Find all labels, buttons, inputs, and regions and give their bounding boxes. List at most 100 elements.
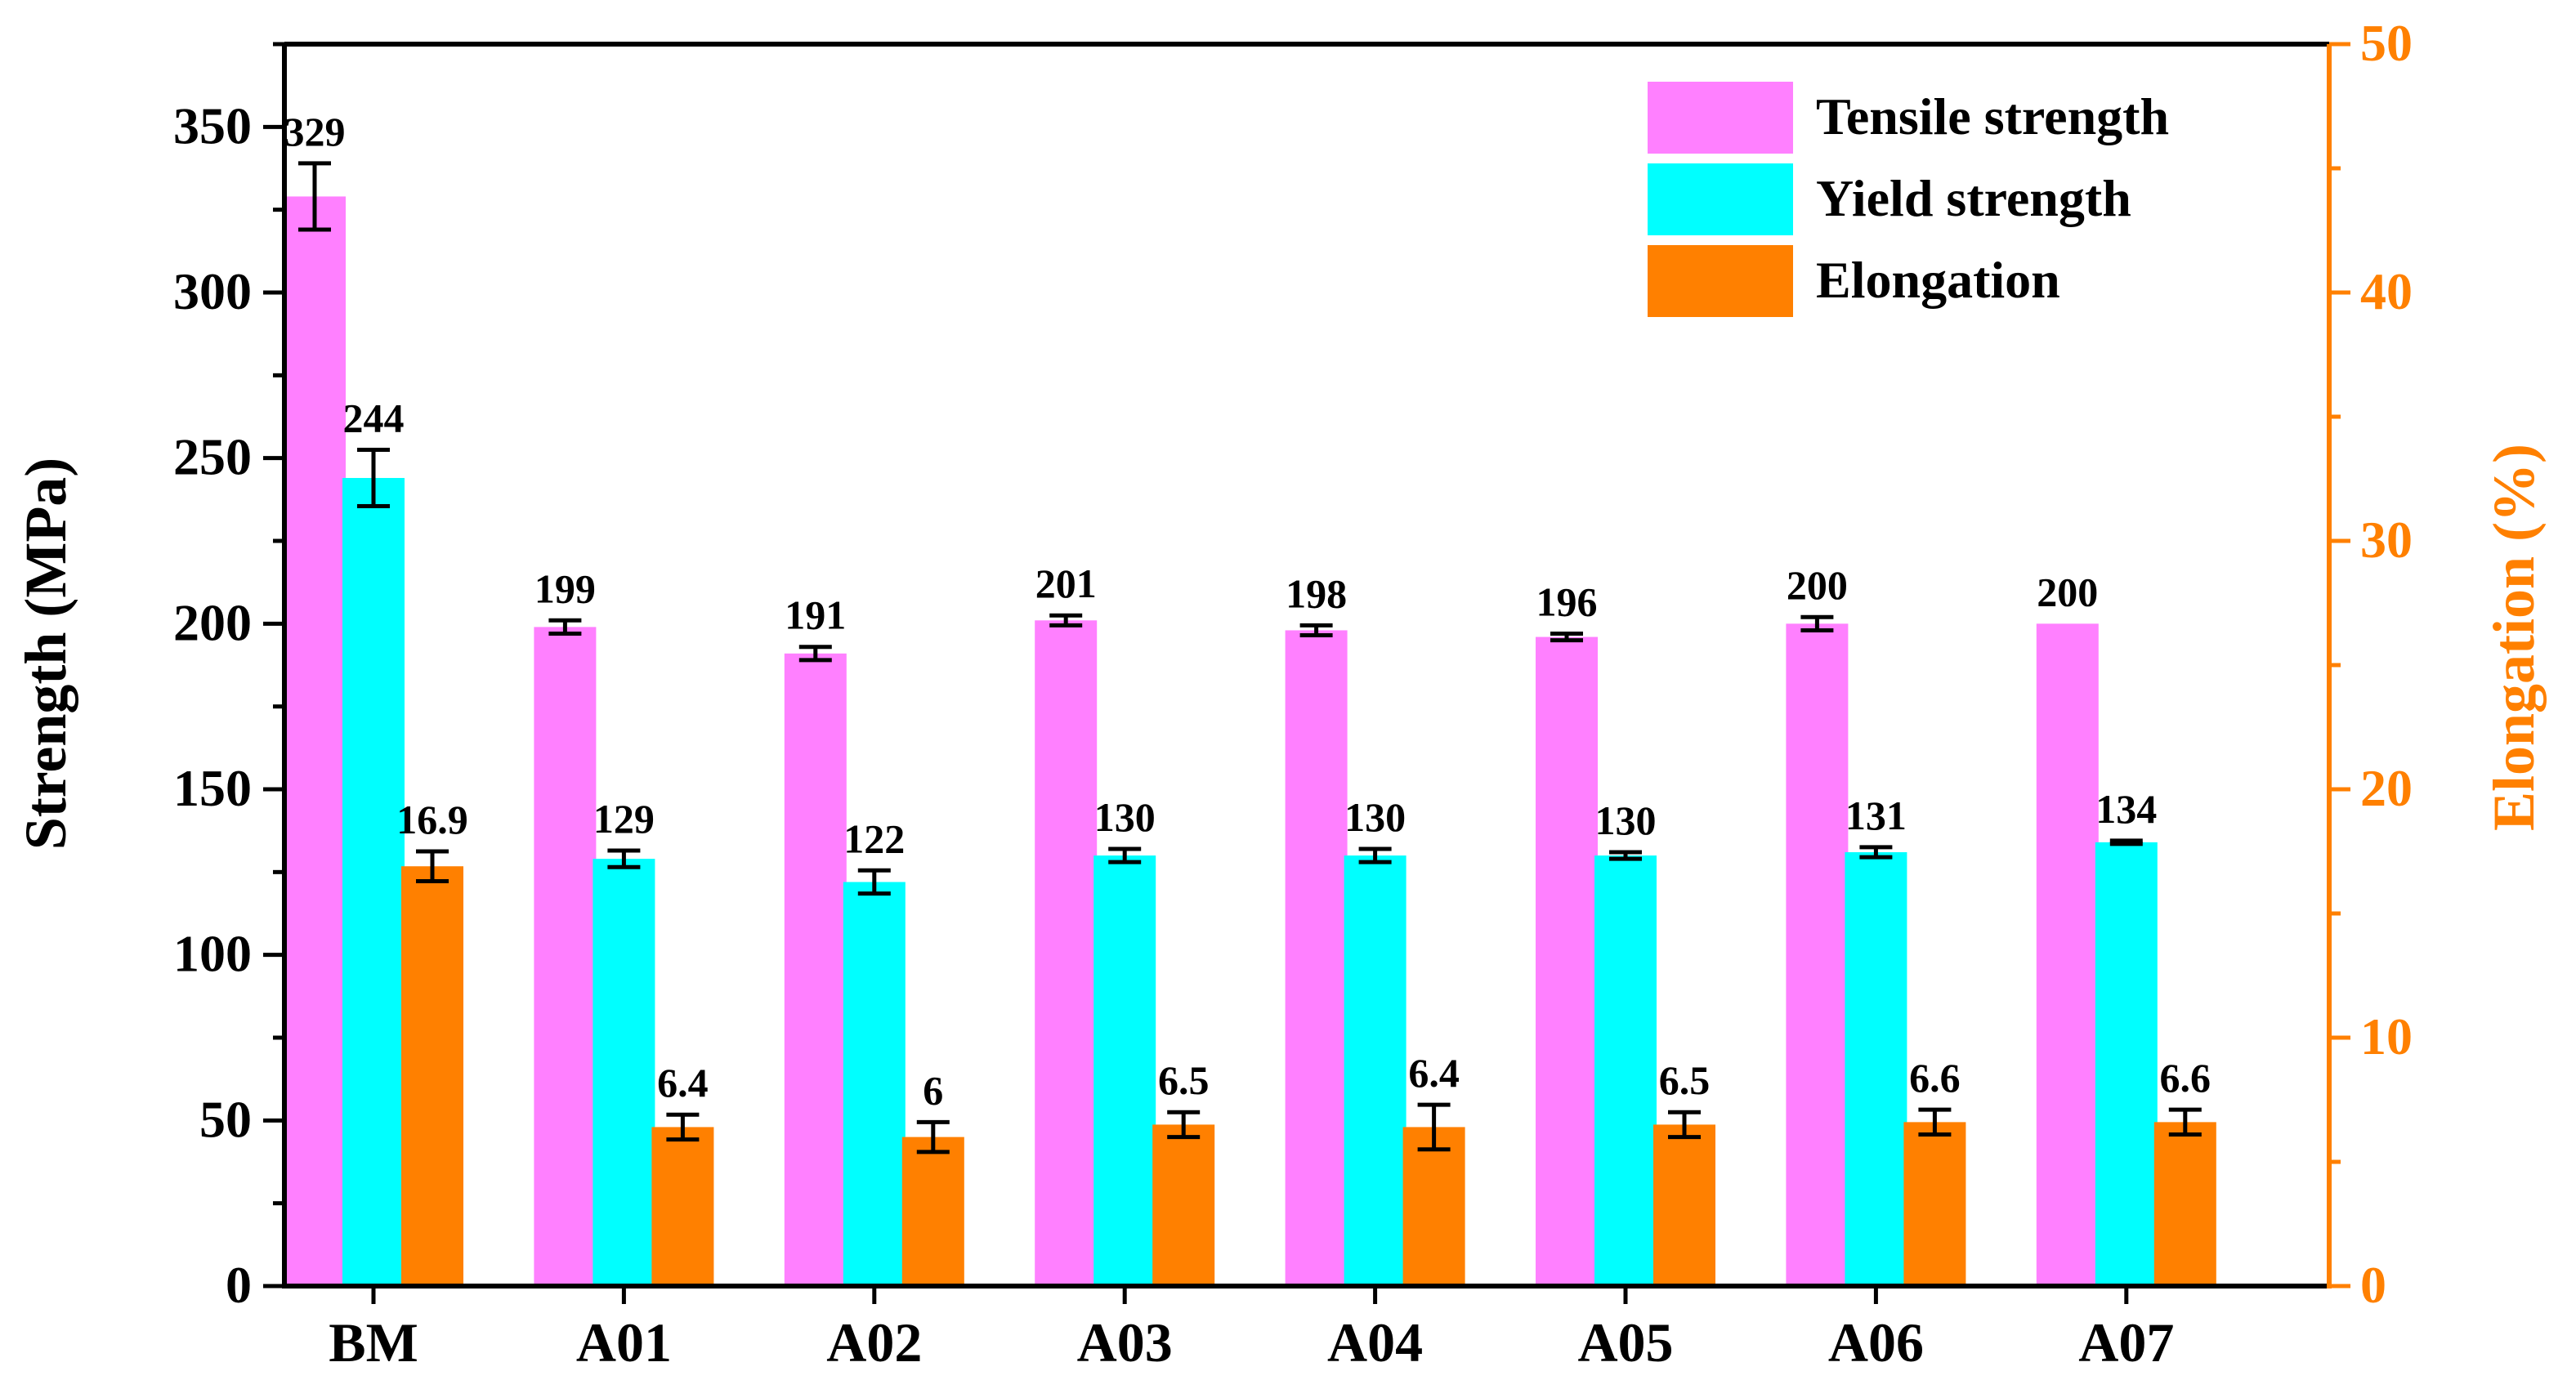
tensile-strength-bar	[1285, 630, 1348, 1286]
x-tick-label: A02	[826, 1311, 922, 1373]
tensile-strength-value-label: 191	[785, 592, 846, 638]
yield-strength-value-label: 130	[1344, 794, 1406, 840]
yield-strength-value-label: 129	[593, 796, 655, 842]
right-tick-label: 40	[2360, 262, 2413, 320]
tensile-strength-error-bar	[298, 161, 331, 232]
elongation-error-bar	[1918, 1107, 1952, 1137]
elongation-error-bar	[416, 849, 449, 883]
elongation-bar	[1903, 1122, 1966, 1286]
legend-swatch-elongation	[1648, 245, 1793, 317]
right-tick-label: 0	[2360, 1256, 2386, 1314]
legend-swatch-tensile-strength	[1648, 82, 1793, 154]
tensile-strength-bar	[284, 196, 346, 1286]
tensile-strength-bar	[784, 653, 847, 1286]
elongation-bar	[2153, 1122, 2216, 1286]
yield-strength-value-label: 244	[343, 395, 405, 441]
tensile-strength-error-bar	[548, 618, 582, 636]
elongation-bar	[901, 1137, 964, 1286]
elongation-bar	[651, 1127, 714, 1286]
tensile-strength-bar	[2036, 623, 2099, 1286]
elongation-bar	[1152, 1124, 1215, 1286]
x-tick-label: A05	[1577, 1311, 1673, 1373]
yield-strength-bar	[1845, 852, 1907, 1286]
yield-strength-bar	[1594, 855, 1657, 1286]
tensile-strength-error-bar	[798, 645, 832, 663]
tensile-strength-value-label: 329	[284, 109, 346, 154]
left-tick-label: 250	[173, 428, 252, 486]
left-tick-label: 100	[173, 925, 252, 983]
legend-label-tensile-strength: Tensile strength	[1816, 87, 2169, 145]
x-tick-label: A04	[1327, 1311, 1423, 1373]
x-tick-label: A06	[1828, 1311, 1924, 1373]
yield-strength-bar	[1093, 855, 1156, 1286]
yield-strength-bar	[342, 477, 405, 1286]
x-tick-label: A07	[2078, 1311, 2174, 1373]
elongation-error-bar	[1668, 1110, 1701, 1140]
yield-strength-value-label: 122	[843, 815, 905, 861]
elongation-value-label: 16.9	[396, 797, 468, 842]
yield-strength-error-bar	[1108, 846, 1142, 864]
yield-strength-value-label: 130	[1595, 797, 1657, 843]
elongation-value-label: 6.5	[1158, 1057, 1210, 1103]
elongation-error-bar	[1417, 1102, 1451, 1152]
left-tick-label: 200	[173, 593, 252, 651]
tensile-strength-error-bar	[1550, 631, 1583, 643]
left-axis-title: Strength (MPa)	[13, 458, 78, 851]
left-tick-label: 50	[199, 1090, 252, 1148]
left-tick-label: 300	[173, 262, 252, 320]
tensile-strength-value-label: 200	[2037, 569, 2098, 614]
elongation-value-label: 6.6	[2160, 1055, 2212, 1101]
elongation-value-label: 6.6	[1909, 1055, 1961, 1101]
yield-strength-error-bar	[1609, 850, 1642, 861]
elongation-value-label: 6	[923, 1067, 943, 1113]
x-tick-label: A01	[576, 1311, 672, 1373]
yield-strength-value-label: 134	[2095, 786, 2157, 832]
right-axis-title: Elongation (%)	[2481, 444, 2547, 831]
left-tick-label: 350	[173, 96, 252, 154]
elongation-value-label: 6.4	[1408, 1050, 1460, 1096]
elongation-error-bar	[2168, 1107, 2202, 1137]
tensile-strength-bar	[534, 627, 597, 1286]
elongation-bar	[401, 866, 463, 1286]
elongation-error-bar	[1167, 1110, 1201, 1140]
tensile-strength-value-label: 198	[1286, 570, 1347, 616]
yield-strength-error-bar	[2109, 838, 2143, 846]
x-tick-label: BM	[329, 1311, 418, 1373]
elongation-error-bar	[916, 1119, 950, 1155]
tensile-strength-bar	[1536, 636, 1598, 1286]
x-tick-label: A03	[1077, 1311, 1173, 1373]
legend-label-elongation: Elongation	[1816, 251, 2060, 309]
yield-strength-bar	[843, 882, 906, 1286]
legend-label-yield-strength: Yield strength	[1816, 169, 2131, 227]
yield-strength-value-label: 130	[1094, 794, 1156, 840]
left-tick-label: 150	[173, 759, 252, 817]
legend-swatch-yield-strength	[1648, 163, 1793, 235]
yield-strength-bar	[1344, 855, 1407, 1286]
tensile-strength-error-bar	[1049, 613, 1083, 628]
yield-strength-error-bar	[857, 868, 891, 896]
yield-strength-error-bar	[1358, 846, 1392, 864]
tensile-strength-bar	[1786, 623, 1849, 1286]
tensile-strength-bar	[1035, 620, 1098, 1286]
tensile-strength-value-label: 201	[1035, 561, 1097, 606]
right-tick-label: 30	[2360, 511, 2413, 569]
left-tick-label: 0	[226, 1256, 252, 1314]
elongation-value-label: 6.4	[657, 1060, 709, 1105]
yield-strength-bar	[593, 859, 655, 1286]
elongation-value-label: 6.5	[1659, 1057, 1711, 1103]
yield-strength-value-label: 131	[1845, 793, 1907, 838]
tensile-strength-value-label: 199	[534, 565, 596, 611]
elongation-error-bar	[666, 1112, 700, 1142]
tensile-strength-error-bar	[1800, 614, 1834, 632]
yield-strength-error-bar	[357, 448, 390, 508]
yield-strength-error-bar	[607, 848, 641, 869]
tensile-strength-value-label: 200	[1787, 562, 1848, 608]
yield-strength-bar	[2095, 842, 2158, 1286]
right-tick-label: 20	[2360, 759, 2413, 817]
yield-strength-error-bar	[1859, 845, 1893, 860]
elongation-bar	[1402, 1127, 1465, 1286]
tensile-strength-value-label: 196	[1536, 578, 1598, 624]
tensile-strength-error-bar	[1299, 623, 1333, 638]
right-tick-label: 10	[2360, 1007, 2413, 1065]
